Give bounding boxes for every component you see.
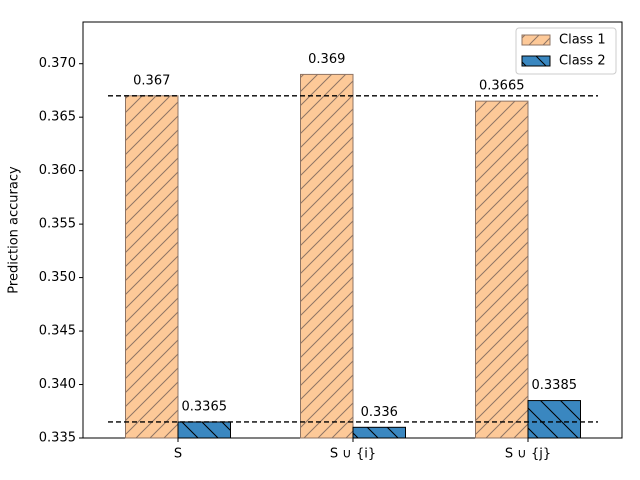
value-label: 0.3365 — [182, 399, 228, 414]
value-label: 0.367 — [133, 73, 170, 88]
y-tick-label: 0.360 — [39, 163, 76, 178]
value-label: 0.369 — [308, 52, 345, 67]
x-tick-label: S ∪ {i} — [330, 447, 376, 462]
y-axis-label: Prediction accuracy — [7, 166, 22, 294]
x-tick-label: S — [174, 447, 182, 462]
legend-swatch-hatch — [521, 34, 551, 46]
bar — [527, 400, 581, 439]
x-tick-label: S ∪ {j} — [505, 447, 551, 462]
legend-label: Class 2 — [559, 54, 606, 69]
y-tick-label: 0.335 — [39, 431, 76, 446]
bar — [177, 421, 231, 439]
bar — [475, 100, 529, 439]
y-tick-label: 0.355 — [39, 217, 76, 232]
value-label: 0.3665 — [479, 79, 525, 94]
bar — [125, 95, 179, 439]
y-tick-label: 0.365 — [39, 110, 76, 125]
value-label: 0.336 — [361, 405, 398, 420]
bar — [352, 426, 406, 439]
legend-swatch-hatch — [521, 55, 551, 67]
bar — [300, 73, 354, 439]
value-label: 0.3385 — [532, 378, 578, 393]
y-tick-label: 0.340 — [39, 377, 76, 392]
y-tick-label: 0.370 — [39, 56, 76, 71]
y-tick-label: 0.350 — [39, 270, 76, 285]
legend-label: Class 1 — [559, 33, 606, 48]
y-tick-label: 0.345 — [39, 324, 76, 339]
